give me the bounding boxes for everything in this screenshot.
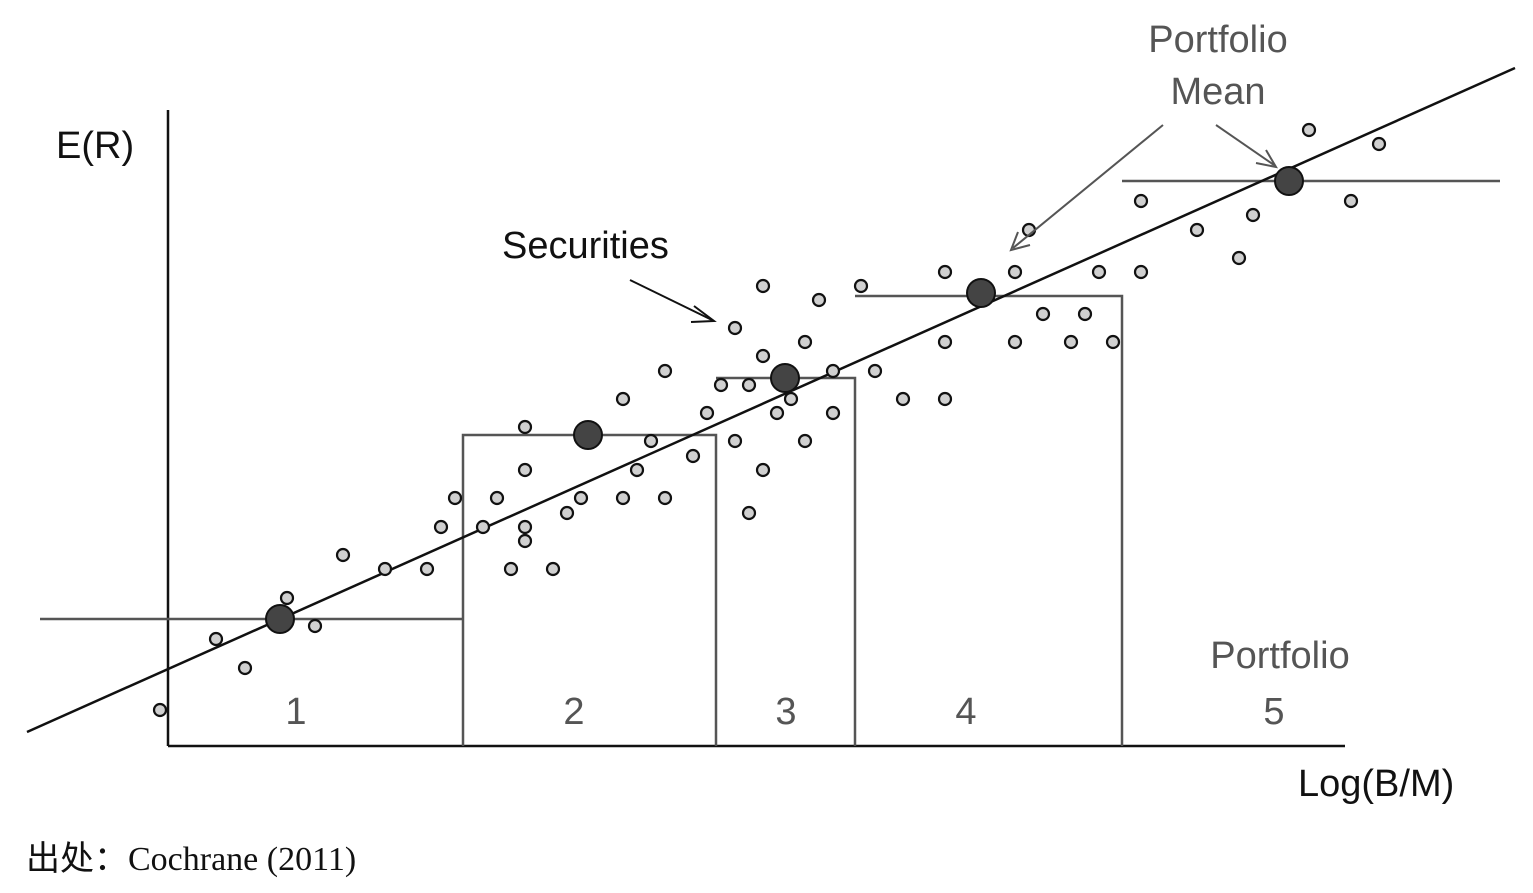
security-point [797,334,813,350]
security-point [1231,250,1247,266]
security-point [937,334,953,350]
security-point [867,363,883,379]
security-point [755,278,771,294]
security-point [643,433,659,449]
security-point [741,377,757,393]
arrow-to-portfolio-4-mean [1012,124,1164,249]
portfolio-mean-label-line1: Portfolio [1148,19,1287,61]
security-point [1343,193,1359,209]
security-point [1371,136,1387,152]
portfolio-4-box [855,294,1124,746]
x-axis-label: Log(B/M) [1298,763,1454,805]
security-point [377,561,393,577]
security-point [783,391,799,407]
security-point [741,505,757,521]
securities-arrow [629,279,717,323]
portfolio-3-box [716,376,857,746]
security-point [1063,334,1079,350]
security-point [1035,306,1051,322]
security-point [237,660,253,676]
security-point [545,561,561,577]
security-point [797,433,813,449]
portfolio-boundaries [40,179,1500,746]
security-point [1007,264,1023,280]
security-point [517,533,533,549]
security-point [699,405,715,421]
portfolio-mean-arrows [1009,124,1278,252]
security-point [685,448,701,464]
security-point [811,292,827,308]
security-point [573,490,589,506]
portfolio-5-word: Portfolio [1210,635,1349,677]
security-point [489,490,505,506]
security-point [1091,264,1107,280]
portfolio-mean-label-line2: Mean [1170,71,1265,113]
portfolio-mean-point-1 [265,604,295,634]
portfolio-number-1: 1 [285,691,306,733]
portfolio-mean-point-3 [770,363,800,393]
securities-label: Securities [502,225,669,267]
security-point [727,320,743,336]
security-point [503,561,519,577]
security-point [1105,334,1121,350]
security-point [937,391,953,407]
security-point [433,519,449,535]
security-point [208,631,224,647]
security-point [307,618,323,634]
portfolio-mean-point-5 [1274,166,1304,196]
portfolio-mean-point-2 [573,420,603,450]
security-point [615,490,631,506]
security-point [447,490,463,506]
security-point [1007,334,1023,350]
security-point [1301,122,1317,138]
security-point [1133,264,1149,280]
portfolio-number-5: 5 [1263,691,1284,733]
security-point [937,264,953,280]
portfolio-mean-points [265,166,1304,634]
security-point [755,462,771,478]
y-axis-label: E(R) [56,125,134,167]
security-point [629,462,645,478]
security-points [152,122,1387,718]
security-point [279,590,295,606]
security-point [559,505,575,521]
security-point [853,278,869,294]
security-point [895,391,911,407]
security-point [755,348,771,364]
arrow-to-portfolio-5-mean [1215,124,1275,166]
security-point [657,363,673,379]
security-point [1189,222,1205,238]
portfolio-number-3: 3 [775,691,796,733]
security-point [615,391,631,407]
source-caption: 出处：Cochrane (2011) [26,840,356,878]
security-point [713,377,729,393]
portfolio-mean-point-4 [966,278,996,308]
portfolio-number-4: 4 [955,691,976,733]
security-point [1077,306,1093,322]
security-point [475,519,491,535]
security-point [517,462,533,478]
security-point [727,433,743,449]
portfolio-number-2: 2 [563,691,584,733]
security-point [517,519,533,535]
security-point [1133,193,1149,209]
security-point [335,547,351,563]
security-point [152,702,168,718]
security-point [1245,207,1261,223]
security-point [769,405,785,421]
security-point [825,405,841,421]
security-point [825,363,841,379]
security-point [657,490,673,506]
security-point [419,561,435,577]
security-point [517,419,533,435]
